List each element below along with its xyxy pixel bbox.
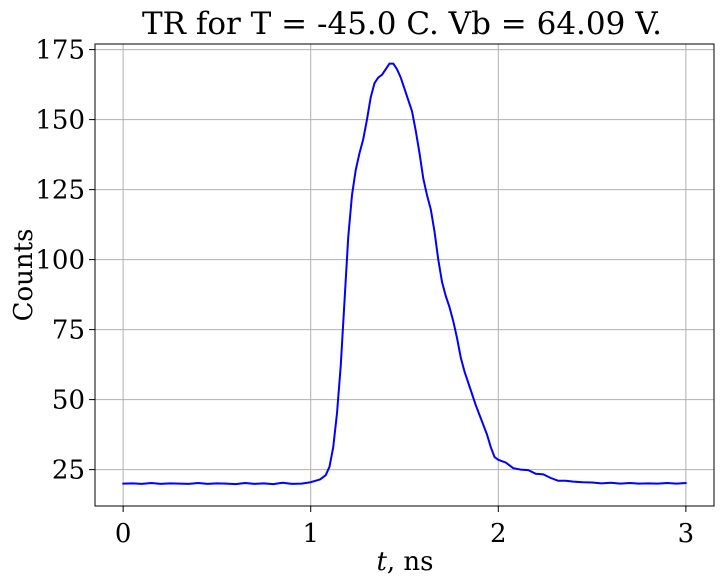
y-tick-label: 150: [35, 106, 85, 136]
x-axis-label: t, ns: [376, 547, 433, 577]
x-tick-label: 1: [302, 519, 319, 549]
y-tick-label: 100: [35, 246, 85, 276]
chart-title: TR for T = -45.0 C. Vb = 64.09 V.: [142, 6, 662, 42]
y-axis-label: Counts: [9, 229, 39, 322]
tick-layer: 0 1 2 3 25 50 75 100 125 150 175: [35, 36, 694, 549]
y-tick-label: 75: [52, 316, 85, 346]
grid-layer: [95, 44, 714, 506]
x-tick-label: 0: [115, 519, 132, 549]
y-tick-label: 175: [35, 36, 85, 66]
y-tick-label: 25: [52, 456, 85, 486]
series-line: [122, 62, 687, 486]
plot-frame: [94, 43, 715, 507]
y-tick-label: 50: [52, 386, 85, 416]
x-tick-label: 2: [490, 519, 507, 549]
x-tick-label: 3: [678, 519, 695, 549]
x-axis-label-italic: t: [376, 547, 387, 577]
x-axis-label-unit: , ns: [387, 547, 434, 577]
y-tick-label: 125: [35, 176, 85, 206]
line-layer: [122, 62, 687, 486]
